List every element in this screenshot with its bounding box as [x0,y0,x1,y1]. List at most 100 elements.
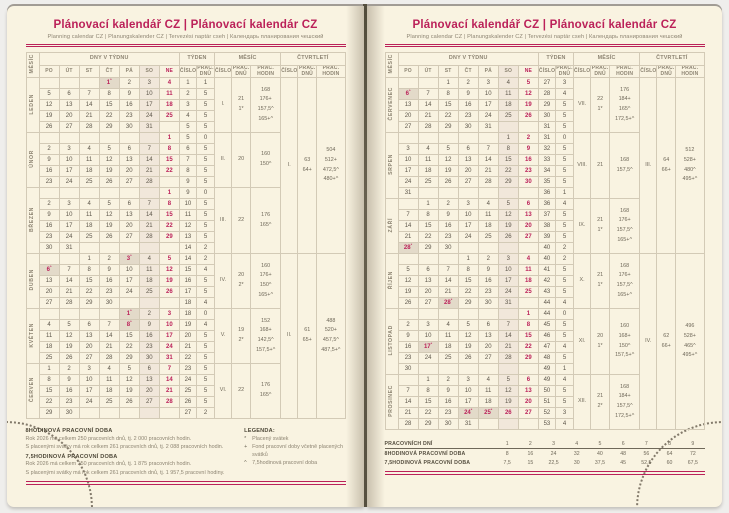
day-cell: 11 [517,264,539,276]
month-name-cell: ŘÍJEN [384,253,399,309]
page-title: Plánovací kalendář CZ | Plánovací kalend… [412,19,677,31]
day-cell: 13 [457,154,479,166]
day-cell: 23 [517,165,539,177]
day-cell: 15 [497,154,519,166]
week-row: ÚNOR 1 5 0 II. 20 160 150^ [25,132,345,188]
day-name-header: SO [138,65,160,78]
day-cell: 9 [58,374,80,386]
day-cell: 31 [457,418,479,430]
day-cell: 25 [38,352,60,364]
day-cell: 25 [477,231,499,243]
day-cell: 17 [58,220,80,232]
calendar-table: MĚSÍC DNY V TÝDNU TÝDEN MĚSÍC ČTVRTLETÍ PO ÚT S… [384,52,705,430]
month-name-cell: ZÁŘÍ [384,198,399,254]
week-workdays-cell: 5 [195,99,216,111]
day-cell: 22 [417,231,439,243]
empty-day-cell [517,187,539,199]
day-cell: 8 [517,319,539,331]
day-cell: 4 [78,143,100,155]
day-cell: 4 [417,143,439,155]
summary-value-cell: 9 [681,439,705,449]
week-number-cell: 23 [178,363,197,375]
day-cell: 19 [457,341,479,353]
header-sub-row: PO ÚT ST ČT PÁ SO NE ČÍSLO PRAC. DNŮ ČÍSLO PRAC. D… [26,65,346,78]
empty-day-cell [38,132,60,144]
day-cell: 4 [437,319,459,331]
empty-day-cell [477,308,499,320]
week-number-cell: 44 [537,308,556,320]
empty-day-cell [38,187,60,199]
day-cell: 17 [457,396,479,408]
week-number-cell: 27 [537,77,556,89]
week-workdays-cell: 5 [195,209,216,221]
day-cell: 2 [477,253,499,265]
week-workdays-cell: 5 [554,352,575,364]
week-number-cell: 44 [537,297,556,309]
day-cell: 21 [437,286,459,298]
week-row: 29 30 27 2 [26,407,345,419]
day-cell: 2 [397,319,419,331]
week-workdays-cell: 3 [554,407,575,419]
day-name-header: NE [517,65,539,78]
day-cell: 29 [118,352,140,364]
day-cell: 8 [497,143,519,155]
day-cell: 22 [98,110,120,122]
day-cell: 21 [78,110,100,122]
summary-row-label: 7,5HODINOVÁ PRACOVNÍ DOBA [384,459,471,466]
day-cell: 18 [517,275,539,287]
empty-day-cell [158,407,180,419]
summary-row-label: PRACOVNÍCH DNÍ [384,439,496,449]
day-cell: 14 [437,275,459,287]
week-number-cell: 14 [178,253,197,265]
day-name-header: PO [397,65,419,78]
week-workdays-cell: 4 [195,319,216,331]
week-workdays-cell: 5 [554,330,575,342]
empty-day-cell [138,187,160,199]
day-cell: 10 [477,88,499,100]
month-workdays-cell: 22 [231,187,252,254]
day-cell: 3 [477,77,499,89]
day-cell: 16 [457,99,479,111]
day-cell: 20 [417,286,439,298]
page-left: Plánovací kalendář CZ | Plánovací kalend… [7,6,364,507]
day-cell: 10 [78,374,100,386]
month-workdays-cell: 20 1* [590,308,611,375]
caret-symbol: ^ [244,460,247,467]
sub-header: ČÍSLO [178,65,197,78]
week-number-cell: 11 [178,209,197,221]
day-cell: 24 [417,352,439,364]
day-cell: 30 [477,297,499,309]
day-cell: 22 [497,165,519,177]
working-days-hours-table: PRACOVNÍCH DNÍ 1 2 3 4 5 6 7 8 9 8HODINOVÁ PRACOVN… [384,439,705,467]
day-cell: 27 [118,176,140,188]
empty-day-cell [98,308,120,320]
day-cell: 20 [118,165,140,177]
day-cell: 2 [437,198,459,210]
week-workdays-cell: 5 [554,143,575,155]
month-column-header: MĚSÍC [384,52,399,78]
day-cell: 5 [497,198,519,210]
sub-header: PRAC. HODIN [316,65,346,78]
summary-value-cell: 4 [565,439,589,449]
month-name-cell: ČERVEN [25,363,40,419]
day-cell: 23 [397,352,419,364]
month-hours-cell: 168 184+ 157,5^ 172,5+^ [609,374,641,430]
day-cell: 24 [58,231,80,243]
empty-day-cell [477,363,499,375]
day-cell: 2 [457,77,479,89]
day-cell: 16 [38,220,60,232]
legend-item-label: 7,5hodinová pracovní doba [252,460,318,467]
month-number-cell: X. [573,253,592,309]
week-number-cell: 49 [537,363,556,375]
day-cell: 8 [98,88,120,100]
day-cell: 1 [437,77,459,89]
day-cell: 21 [497,341,519,353]
day-cell: 14 [497,330,519,342]
day-cell: 28 [497,352,519,364]
week-workdays-cell: 4 [195,297,216,309]
day-cell: 7 [437,264,459,276]
day-cell: 3 [78,363,100,375]
day-cell: 18 [138,275,160,287]
day-cell: 8 [158,198,180,210]
empty-day-cell [517,297,539,309]
